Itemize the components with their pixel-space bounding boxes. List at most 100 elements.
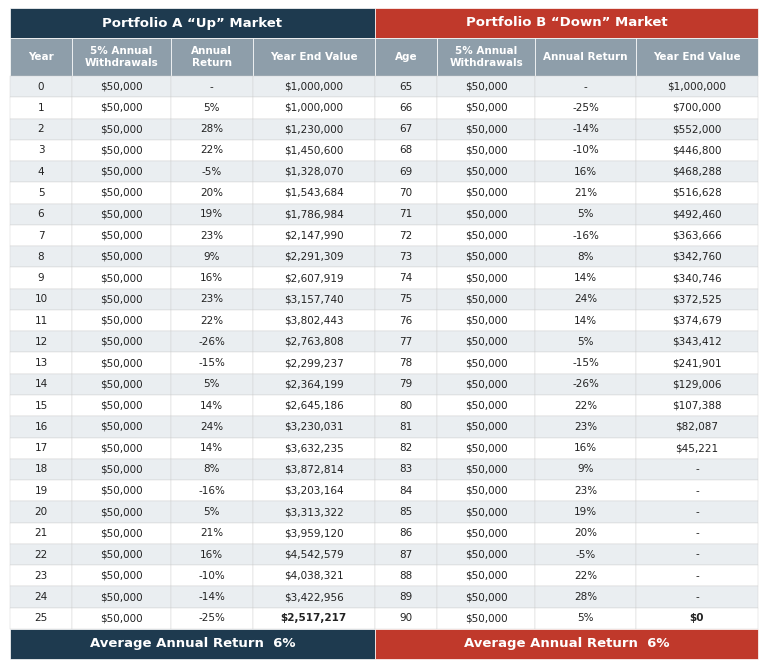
Bar bbox=[253, 374, 375, 395]
Bar bbox=[375, 246, 437, 267]
Bar bbox=[253, 586, 375, 608]
Text: $492,460: $492,460 bbox=[672, 209, 722, 219]
Bar bbox=[636, 203, 758, 225]
Text: $129,006: $129,006 bbox=[672, 380, 722, 390]
Bar bbox=[72, 565, 170, 586]
Text: $50,000: $50,000 bbox=[100, 528, 143, 538]
Bar bbox=[437, 374, 535, 395]
Text: $3,157,740: $3,157,740 bbox=[284, 294, 343, 304]
Text: $3,872,814: $3,872,814 bbox=[284, 464, 343, 474]
Bar bbox=[72, 161, 170, 182]
Text: $2,645,186: $2,645,186 bbox=[284, 401, 343, 411]
Text: 75: 75 bbox=[399, 294, 412, 304]
Bar bbox=[72, 331, 170, 352]
Text: $0: $0 bbox=[690, 614, 704, 624]
Bar bbox=[437, 140, 535, 161]
Bar bbox=[437, 395, 535, 416]
Text: $50,000: $50,000 bbox=[465, 486, 508, 496]
Bar bbox=[170, 267, 253, 289]
Bar bbox=[170, 289, 253, 310]
Text: 72: 72 bbox=[399, 231, 412, 241]
Text: 80: 80 bbox=[399, 401, 412, 411]
Bar bbox=[636, 267, 758, 289]
Bar bbox=[10, 416, 72, 438]
Text: 77: 77 bbox=[399, 337, 412, 347]
Bar bbox=[375, 310, 437, 331]
Text: 10: 10 bbox=[35, 294, 48, 304]
Bar bbox=[535, 416, 636, 438]
Bar bbox=[375, 416, 437, 438]
Text: 5% Annual
Withdrawals: 5% Annual Withdrawals bbox=[449, 46, 523, 68]
Text: 1: 1 bbox=[38, 103, 45, 113]
Bar bbox=[535, 352, 636, 374]
Bar bbox=[636, 374, 758, 395]
Text: -5%: -5% bbox=[201, 167, 222, 177]
Bar bbox=[375, 438, 437, 459]
Text: 88: 88 bbox=[399, 571, 412, 581]
Text: 18: 18 bbox=[35, 464, 48, 474]
Text: 8%: 8% bbox=[578, 251, 594, 261]
Text: $50,000: $50,000 bbox=[465, 422, 508, 432]
Bar bbox=[253, 565, 375, 586]
Text: -26%: -26% bbox=[198, 337, 225, 347]
Bar bbox=[170, 565, 253, 586]
Bar bbox=[10, 523, 72, 544]
Bar bbox=[535, 203, 636, 225]
Text: 14%: 14% bbox=[574, 273, 598, 283]
Text: $2,607,919: $2,607,919 bbox=[284, 273, 343, 283]
Text: $50,000: $50,000 bbox=[465, 315, 508, 325]
Text: 5%: 5% bbox=[578, 614, 594, 624]
Bar bbox=[437, 76, 535, 97]
Bar bbox=[10, 395, 72, 416]
Text: 23%: 23% bbox=[200, 294, 223, 304]
Bar bbox=[636, 225, 758, 246]
Bar bbox=[375, 480, 437, 502]
Bar bbox=[72, 267, 170, 289]
Bar bbox=[10, 119, 72, 140]
Text: $50,000: $50,000 bbox=[465, 167, 508, 177]
Bar bbox=[437, 38, 535, 76]
Text: 67: 67 bbox=[399, 124, 412, 134]
Text: 24%: 24% bbox=[574, 294, 598, 304]
Bar bbox=[10, 502, 72, 523]
Bar bbox=[253, 161, 375, 182]
Bar bbox=[253, 140, 375, 161]
Bar bbox=[72, 502, 170, 523]
Text: $50,000: $50,000 bbox=[100, 167, 143, 177]
Text: Annual Return: Annual Return bbox=[543, 52, 628, 62]
Bar bbox=[437, 310, 535, 331]
Text: 14%: 14% bbox=[574, 315, 598, 325]
Bar bbox=[72, 374, 170, 395]
Text: -15%: -15% bbox=[572, 358, 599, 368]
Text: $1,000,000: $1,000,000 bbox=[284, 103, 343, 113]
Text: -: - bbox=[695, 592, 699, 602]
Text: 14%: 14% bbox=[200, 443, 223, 453]
Bar bbox=[170, 438, 253, 459]
Bar bbox=[437, 246, 535, 267]
Bar bbox=[375, 395, 437, 416]
Bar bbox=[72, 225, 170, 246]
Text: Year End Value: Year End Value bbox=[653, 52, 740, 62]
Text: -16%: -16% bbox=[572, 231, 599, 241]
Text: 74: 74 bbox=[399, 273, 412, 283]
Bar bbox=[10, 544, 72, 565]
Bar bbox=[437, 416, 535, 438]
Text: 83: 83 bbox=[399, 464, 412, 474]
Text: $50,000: $50,000 bbox=[100, 294, 143, 304]
Bar bbox=[437, 352, 535, 374]
Bar bbox=[375, 289, 437, 310]
Bar bbox=[253, 480, 375, 502]
Bar bbox=[535, 565, 636, 586]
Bar bbox=[375, 203, 437, 225]
Text: $1,328,070: $1,328,070 bbox=[284, 167, 343, 177]
Bar bbox=[10, 459, 72, 480]
Bar bbox=[437, 97, 535, 119]
Bar bbox=[437, 203, 535, 225]
Bar bbox=[437, 586, 535, 608]
Text: $50,000: $50,000 bbox=[465, 592, 508, 602]
Text: 14%: 14% bbox=[200, 401, 223, 411]
Bar bbox=[636, 182, 758, 203]
Text: 25: 25 bbox=[35, 614, 48, 624]
Bar bbox=[253, 416, 375, 438]
Text: $4,542,579: $4,542,579 bbox=[284, 550, 343, 560]
